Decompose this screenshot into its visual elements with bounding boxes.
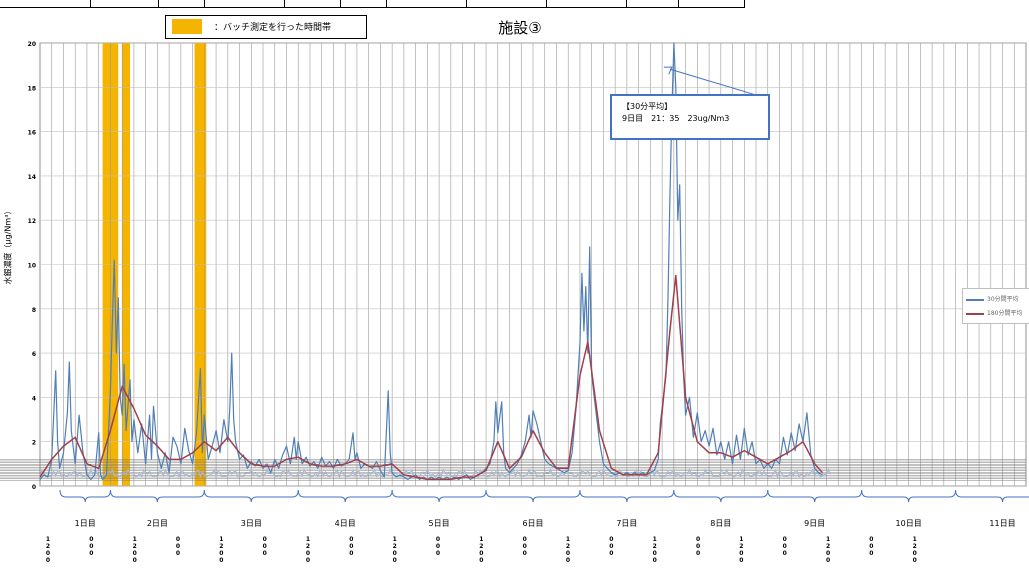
batch-legend-label: ：バッチ測定を行った時間帯 [214,23,332,33]
day-label: 8日目 [710,519,732,528]
day-brace [59,489,111,503]
y-tick-label: 10 [28,263,36,270]
series-legend-item-180min: 180分間平均 [966,308,1022,318]
table-cell [90,0,159,8]
day-brace [297,489,393,503]
day-label: 4日目 [334,519,356,528]
table-cell [386,0,467,8]
y-tick-label: 14 [28,174,36,181]
day-label: 2日目 [146,519,168,528]
day-brace [203,489,299,503]
day-label: 1日目 [74,519,96,528]
day-brace [579,489,675,503]
day-label: 5日目 [428,519,450,528]
table-cell [626,0,679,8]
series-legend-item-30min: 30分間平均 [966,294,1019,304]
day-brace [955,489,1029,503]
top-table-fragment [0,0,745,8]
y-tick-label: 12 [28,218,36,225]
day-label: 6日目 [522,519,544,528]
batch-legend-swatch [172,19,202,34]
series-legend-line [966,312,984,315]
series-180min-line [39,274,824,481]
y-axis-label: 水銀濃度（μg/Nm³） [3,206,13,285]
y-tick-label: 8 [32,307,36,314]
series-legend-label: 30分間平均 [987,296,1019,303]
day-label: 9日目 [804,519,826,528]
table-cell [678,0,745,8]
day-label: 10日目 [895,519,922,528]
peak-annotation: 【30分平均】 9日目 21：35 23ug/Nm3 [610,94,770,140]
series-legend: 30分間平均 180分間平均 [962,288,1029,324]
day-label: 11日目 [989,519,1016,528]
series-legend-label: 180分間平均 [987,310,1023,317]
y-tick-label: 20 [28,41,36,48]
y-tick-label: 6 [32,351,36,358]
y-tick-label: 2 [32,440,36,447]
annotation-arrowhead [663,66,673,75]
day-brace [485,489,581,503]
series-legend-line [966,298,984,301]
series-low-noise-line [39,467,831,480]
y-tick-label: 0 [32,484,36,491]
table-cell [546,0,627,8]
day-brace [673,489,769,503]
day-brace [391,489,487,503]
annotation-line-2: 9日目 21：35 23ug/Nm3 [622,114,730,123]
chart-title: 施設③ [498,19,542,37]
day-brace [767,489,863,503]
day-label: 7日目 [616,519,638,528]
table-cell [158,0,205,8]
table-cell [466,0,547,8]
table-cell [284,0,341,8]
y-tick-label: 16 [28,130,36,137]
table-cell [204,0,285,8]
batch-legend: ：バッチ測定を行った時間帯 [165,15,367,39]
day-brace [109,489,205,503]
table-cell [340,0,387,8]
y-tick-label: 18 [28,85,36,92]
y-tick-label: 4 [32,395,36,402]
annotation-arrow [669,68,767,99]
table-cell [0,0,91,8]
day-label: 3日目 [240,519,262,528]
day-brace [861,489,957,503]
annotation-line-1: 【30分平均】 [622,102,673,111]
